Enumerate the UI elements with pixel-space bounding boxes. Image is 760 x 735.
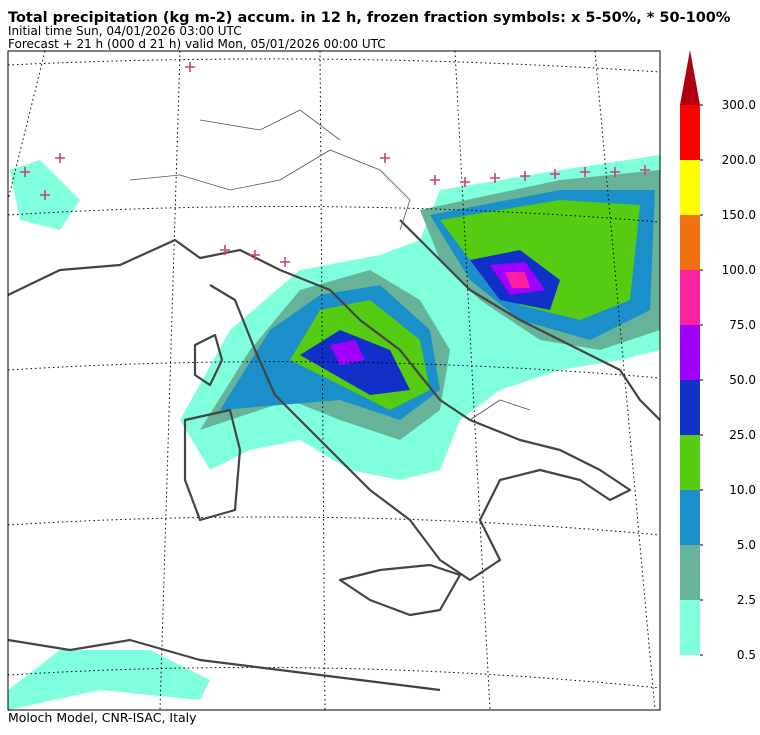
frozen-symbols	[20, 62, 650, 267]
colorbar-bin	[680, 545, 700, 600]
colorbar-bin	[680, 600, 700, 655]
forecast-time: Forecast + 21 h (000 d 21 h) valid Mon, …	[8, 37, 386, 51]
colorbar-label: 0.5	[737, 648, 756, 662]
colorbar-bin	[680, 270, 700, 325]
colorbar-label: 150.0	[722, 208, 756, 222]
colorbar-label: 100.0	[722, 263, 756, 277]
colorbar-label: 10.0	[729, 483, 756, 497]
graticule	[8, 51, 660, 710]
colorbar-bin	[680, 105, 700, 160]
colorbar-bin	[680, 215, 700, 270]
colorbar-bin	[680, 160, 700, 215]
colorbar-label: 200.0	[722, 153, 756, 167]
colorbar-label: 25.0	[729, 428, 756, 442]
initial-time: Initial time Sun, 04/01/2026 03:00 UTC	[8, 24, 242, 38]
colorbar-bin	[680, 435, 700, 490]
colorbar-label: 75.0	[729, 318, 756, 332]
colorbar-label: 2.5	[737, 593, 756, 607]
footer: Moloch Model, CNR-ISAC, Italy	[8, 710, 197, 725]
colorbar-label: 300.0	[722, 98, 756, 112]
colorbar-extend	[680, 50, 700, 105]
colorbar-label: 5.0	[737, 538, 756, 552]
precipitation	[8, 155, 660, 710]
colorbar-bin	[680, 325, 700, 380]
map	[7, 50, 661, 711]
colorbar-bin	[680, 490, 700, 545]
colorbar-bin	[680, 380, 700, 435]
title: Total precipitation (kg m-2) accum. in 1…	[8, 10, 731, 26]
colorbar: 0.5 2.5 5.0 10.0 25.0 50.0 75.0 100.0 150.0 200.0…	[680, 50, 756, 662]
borders	[129, 109, 531, 421]
colorbar-label: 50.0	[729, 373, 756, 387]
coastlines	[8, 219, 660, 692]
